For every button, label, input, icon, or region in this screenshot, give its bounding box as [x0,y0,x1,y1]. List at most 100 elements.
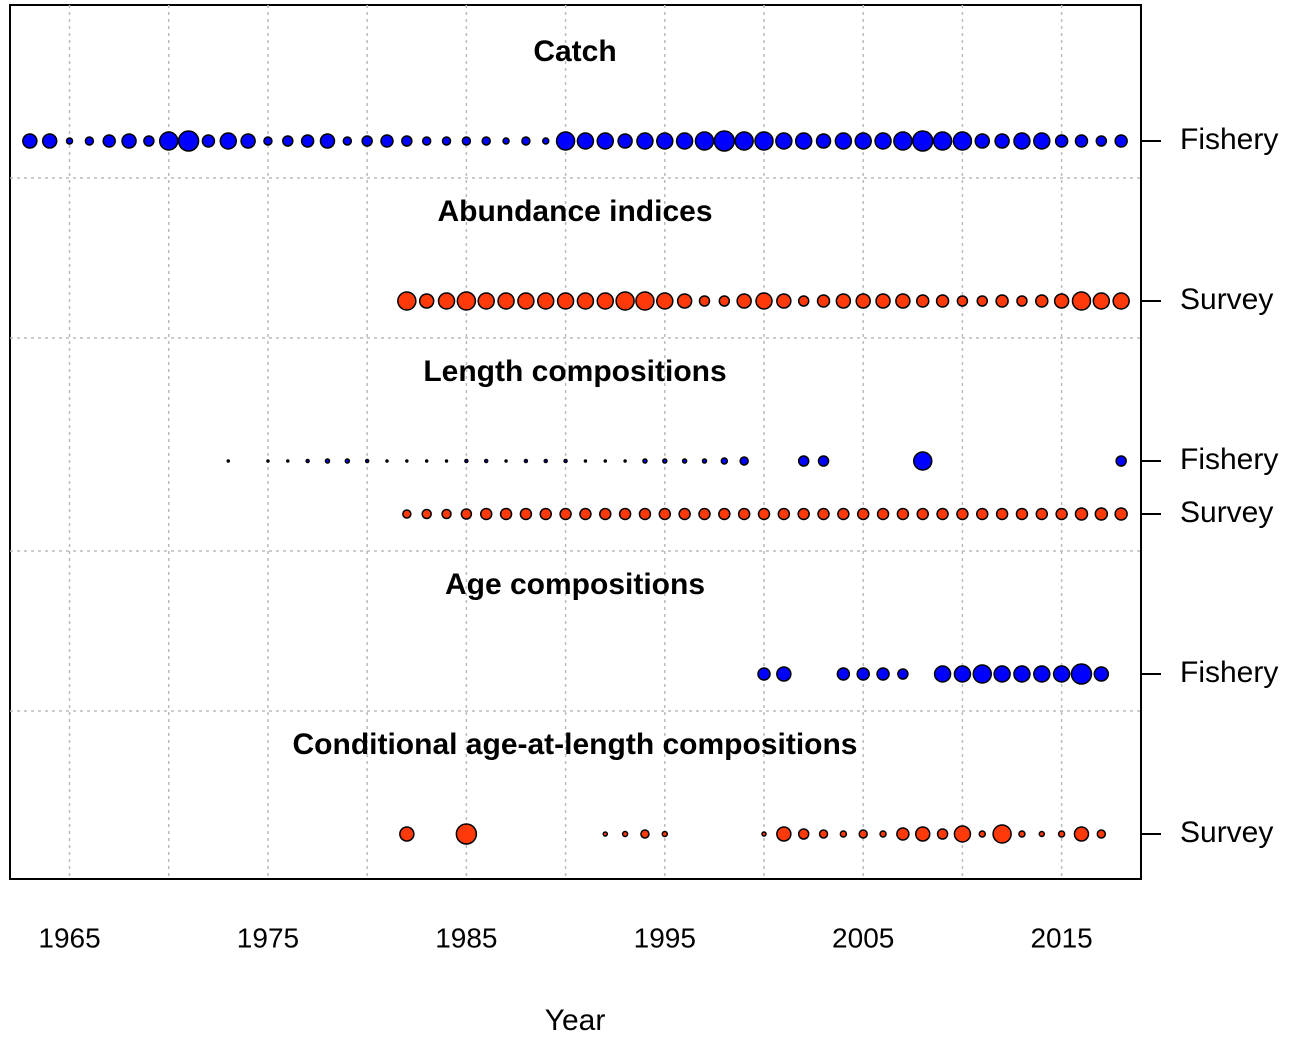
bubble [817,455,830,467]
bubble [1038,830,1046,838]
bubble [879,830,887,838]
bubble [854,132,872,150]
bubble [776,826,792,842]
bubble [818,829,829,839]
bubble [559,507,572,521]
bubble [713,130,736,152]
bubble [603,459,608,463]
bubble [936,507,949,521]
bubble [555,131,576,151]
bubble [1114,134,1128,148]
bubble [177,130,200,152]
bubble [1053,293,1070,309]
bubble [1070,663,1093,685]
bubble [1096,829,1107,839]
bubble [718,295,731,307]
bubble [397,291,417,311]
bubble [1094,507,1109,521]
bubble [342,136,353,146]
bubble [694,131,715,151]
bubble [734,131,754,151]
bubble [405,459,409,463]
bubble [456,291,477,311]
bubble [121,133,137,149]
bubble [617,133,633,149]
bubble [720,457,729,465]
bubble [676,293,693,309]
bubble [461,136,472,146]
bubble [504,459,508,463]
panel-title: Length compositions [423,355,726,388]
bubble [815,133,832,149]
bubble [1071,291,1092,311]
bubble [956,295,969,307]
x-tick-label: 1965 [38,922,100,953]
bubble [739,456,749,466]
bubble [856,507,870,521]
bubble [380,134,394,148]
x-tick-label: 1985 [435,922,497,953]
bubble [761,831,767,837]
bubble [701,458,708,464]
bubble [681,458,688,464]
bubble [1095,135,1108,147]
bubble [1057,830,1066,838]
bubble [936,828,949,840]
bubble [794,132,813,150]
bubble [914,826,931,842]
bubble [876,667,890,681]
bubble [556,292,575,310]
bubble [579,507,592,521]
bubble [441,136,452,146]
bubble [401,135,413,147]
bubble [698,295,711,307]
bubble [481,136,491,146]
bubble [576,132,595,150]
bubble [737,507,751,521]
bubble [994,133,1010,149]
bubble [916,507,929,521]
bubble [543,458,548,464]
bubble [444,459,449,463]
bubble [536,292,555,310]
bubble [797,507,810,521]
bubble [541,137,550,145]
bubble [1074,507,1089,521]
bubble [777,507,791,521]
bubble [895,293,911,309]
bubble [483,458,489,464]
bubble [993,665,1011,683]
bubble [835,293,852,309]
bubble [201,134,216,148]
bubble [956,507,969,521]
bubble [282,135,294,147]
bubble [855,293,871,309]
bubble [932,131,953,151]
plot-frame [9,4,1142,880]
bubble [1013,665,1031,683]
bubble [563,458,568,464]
bubble [995,507,1009,521]
bubble [324,458,331,464]
bubble [226,459,231,463]
bubble [698,507,711,521]
bubble [656,292,674,310]
x-tick-label: 1995 [634,922,696,953]
bubble [858,829,868,839]
bubble [263,136,273,146]
bubble [837,507,850,521]
bubble [718,507,731,521]
bubble [399,826,415,842]
bubble [1055,507,1068,521]
bubble [953,825,972,843]
bubble [421,136,432,146]
bubble [856,667,870,681]
bubble [896,507,910,521]
bubble [817,507,830,521]
row-label: Survey [1180,816,1273,849]
bubble [816,294,831,308]
bubble [640,829,650,839]
bubble [1112,292,1130,310]
bubble [662,458,668,464]
